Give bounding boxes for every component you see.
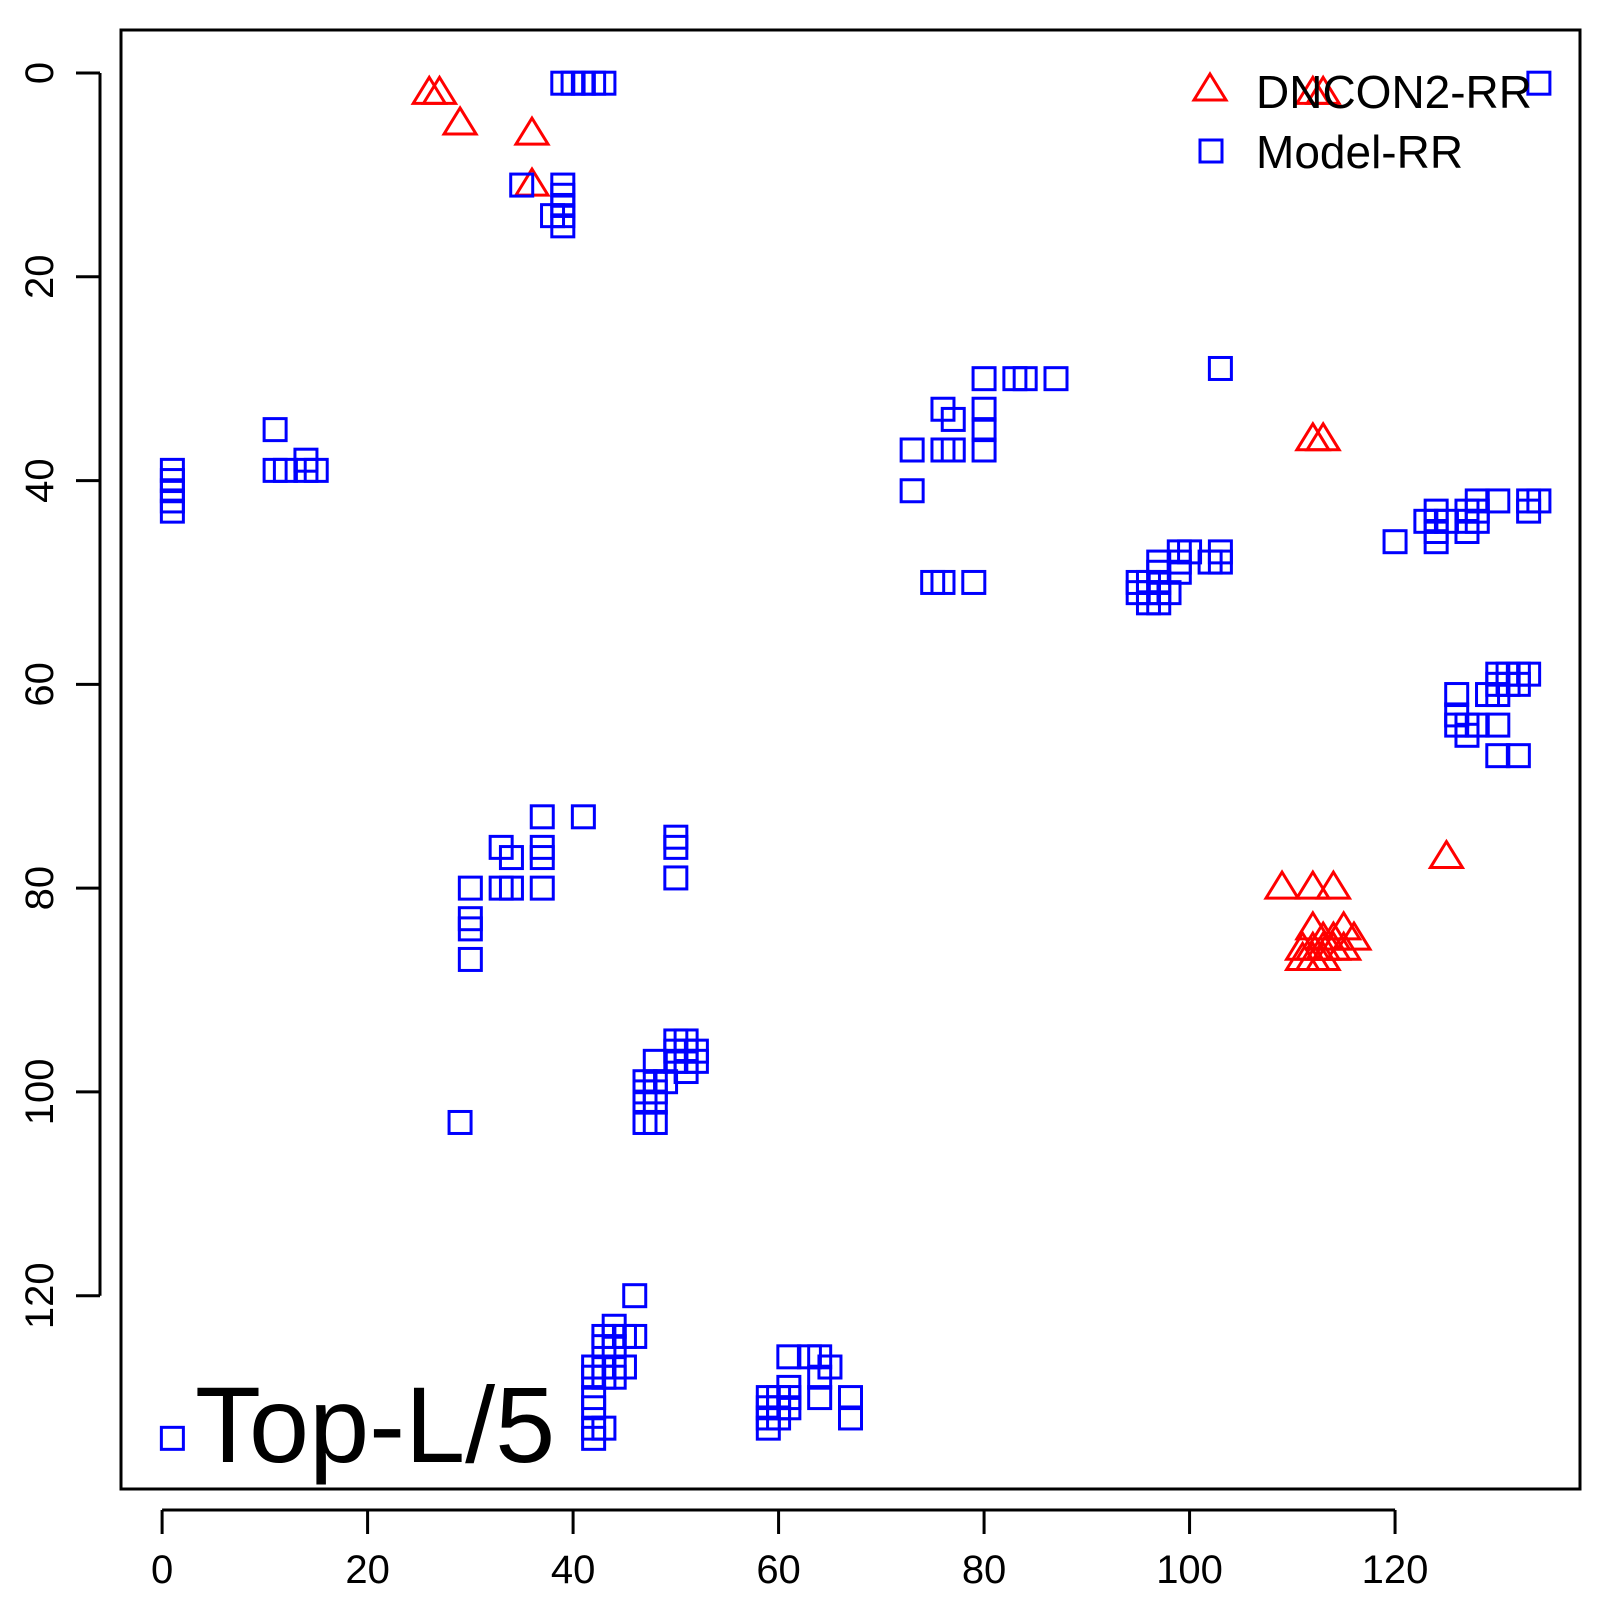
point-model-rr — [457, 916, 483, 942]
point-model-rr — [529, 804, 555, 830]
y-tick-label: 20 — [18, 255, 62, 300]
y-tick-label: 0 — [18, 62, 62, 84]
point-model-rr — [838, 1385, 863, 1411]
point-model-rr — [1444, 682, 1470, 708]
x-tick-label: 40 — [551, 1548, 596, 1592]
point-dncon2-rr — [1304, 940, 1342, 971]
point-model-rr — [838, 1405, 863, 1431]
point-model-rr — [601, 1364, 627, 1390]
point-dncon2-rr — [1324, 930, 1363, 961]
point-model-rr — [457, 875, 483, 901]
chart-annotation: Top-L/5 — [195, 1364, 555, 1485]
point-model-rr — [570, 804, 596, 830]
point-model-rr — [1464, 508, 1490, 534]
point-model-rr — [447, 1109, 473, 1135]
point-model-rr — [961, 569, 987, 595]
point-model-rr — [550, 213, 576, 239]
point-model-rr — [529, 845, 555, 871]
point-model-rr — [940, 437, 966, 463]
x-tick-label: 100 — [1156, 1548, 1223, 1592]
point-dncon2-rr — [1427, 838, 1466, 870]
point-model-rr — [622, 1283, 648, 1309]
point-model-rr — [971, 417, 997, 443]
point-dncon2-rr — [1314, 869, 1353, 900]
point-model-rr — [971, 437, 997, 463]
point-model-rr — [663, 865, 689, 891]
point-model-rr — [581, 1425, 607, 1451]
y-tick-label: 60 — [18, 662, 62, 707]
point-model-rr — [1043, 366, 1069, 392]
point-model-rr — [1382, 529, 1408, 555]
point-model-rr — [940, 406, 966, 432]
point-model-rr — [1526, 70, 1552, 96]
legend-marker-model-rr — [1198, 138, 1224, 164]
y-tick-label: 80 — [18, 866, 62, 911]
x-tick-label: 80 — [962, 1548, 1007, 1592]
point-model-rr — [899, 437, 925, 463]
point-model-rr — [1505, 743, 1531, 769]
point-model-rr — [1526, 488, 1552, 514]
point-model-rr — [498, 845, 524, 871]
point-model-rr — [642, 1048, 668, 1074]
point-model-rr — [262, 417, 288, 443]
point-model-rr — [776, 1344, 802, 1370]
x-tick-label: 60 — [756, 1548, 801, 1592]
point-model-rr — [899, 478, 925, 504]
point-model-rr — [1207, 355, 1233, 381]
point-model-rr — [755, 1415, 781, 1441]
plot-frame — [119, 28, 1582, 1491]
point-model-rr — [591, 70, 617, 96]
point-model-rr — [159, 498, 185, 524]
y-tick-label: 40 — [18, 458, 62, 503]
point-model-rr — [1485, 743, 1511, 769]
legend-marker-dncon2-rr — [1191, 71, 1229, 102]
point-dncon2-rr — [1304, 420, 1342, 452]
point-model-rr — [807, 1364, 833, 1390]
x-tick-label: 120 — [1362, 1548, 1429, 1592]
point-model-rr — [1485, 488, 1511, 514]
x-axis: 0 20 40 60 80 100 120 — [151, 1508, 1429, 1592]
point-dncon2-rr — [420, 74, 459, 105]
legend: DNCON2-RR Model-RR — [1191, 66, 1532, 178]
point-dncon2-rr — [1263, 869, 1301, 900]
point-model-rr — [529, 875, 555, 901]
point-model-rr — [303, 457, 329, 483]
y-tick-label: 120 — [18, 1262, 62, 1329]
point-model-rr — [642, 1109, 668, 1135]
point-dncon2-rr — [1294, 869, 1332, 900]
legend-label-dncon2-rr: DNCON2-RR — [1256, 66, 1532, 118]
point-model-rr — [1516, 661, 1542, 687]
data-points — [159, 70, 1552, 1451]
legend-label-model-rr: Model-RR — [1256, 126, 1463, 178]
point-model-rr — [457, 946, 483, 972]
point-dncon2-rr — [441, 105, 479, 136]
point-model-rr — [971, 366, 997, 392]
point-model-rr — [159, 1425, 185, 1451]
point-model-rr — [807, 1385, 833, 1411]
point-model-rr — [1485, 712, 1511, 738]
point-dncon2-rr — [513, 115, 551, 146]
point-model-rr — [930, 569, 956, 595]
x-tick-label: 0 — [151, 1548, 173, 1592]
point-model-rr — [663, 834, 689, 860]
point-model-rr — [498, 875, 524, 901]
x-tick-label: 20 — [345, 1548, 390, 1592]
y-axis: 0 20 40 60 80 100 120 — [18, 62, 102, 1329]
point-model-rr — [509, 172, 535, 198]
point-model-rr — [1207, 549, 1233, 575]
point-model-rr — [971, 396, 997, 422]
point-dncon2-rr — [1304, 74, 1342, 105]
y-tick-label: 100 — [18, 1059, 62, 1126]
point-model-rr — [1012, 366, 1038, 392]
